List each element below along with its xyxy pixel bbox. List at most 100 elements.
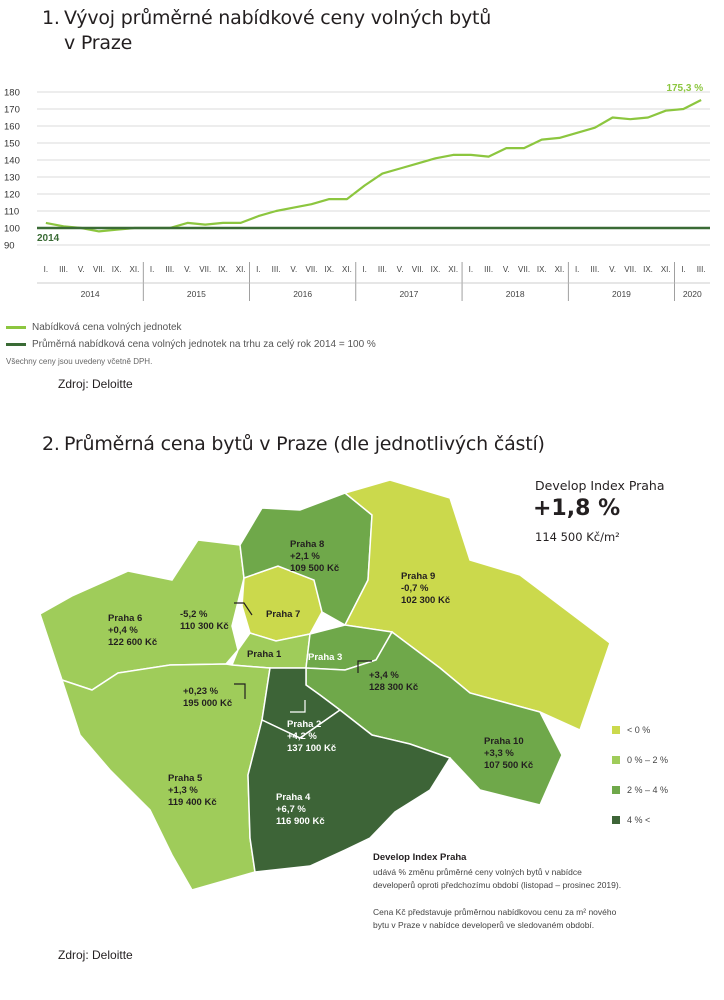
title-line-1: Vývoj průměrné nabídkové ceny volných by… (64, 7, 492, 29)
x-tick-label: VII. (199, 265, 211, 274)
y-tick-label: 120 (4, 190, 20, 201)
legend-item-offer: Nabídková cena volných jednotek (6, 322, 182, 333)
year-label: 2020 (683, 289, 702, 299)
baseline-label: 2014 (37, 233, 60, 244)
x-tick-label: XI. (130, 265, 140, 274)
source-note: Zdroj: Deloitte (58, 377, 133, 391)
legend-swatch (612, 756, 620, 764)
x-tick-label: IX. (112, 265, 122, 274)
year-label: 2014 (81, 289, 100, 299)
x-tick-label: VII. (93, 265, 105, 274)
x-tick-label: V. (290, 265, 297, 274)
callout-change-praha-1: +0,23 % (183, 686, 219, 697)
legend-swatch (6, 326, 26, 329)
index-name: Develop Index Praha (535, 478, 665, 493)
map-legend-item: 4 % < (612, 815, 650, 825)
district-name-praha-3: Praha 3 (308, 652, 342, 663)
callout-mark-praha-1 (234, 683, 246, 699)
x-tick-label: XI. (448, 265, 458, 274)
district-price-praha-8: 109 500 Kč (290, 563, 339, 574)
district-price-praha-9: 102 300 Kč (401, 595, 450, 606)
callout-mark-praha-7 (234, 602, 253, 616)
section-number: 2. (42, 433, 60, 455)
district-name-praha-1: Praha 1 (247, 649, 282, 660)
index-price: 114 500 Kč/m² (535, 530, 620, 544)
callout-price-praha-7: 110 300 Kč (180, 621, 229, 632)
x-tick-label: I. (150, 265, 154, 274)
x-tick-label: III. (590, 265, 599, 274)
x-tick-label: XI. (555, 265, 565, 274)
y-tick-label: 160 (4, 122, 20, 133)
callout-price-praha-1: 195 000 Kč (183, 698, 232, 709)
map-title: 2. Průměrná cena bytů v Praze (dle jednot… (42, 432, 545, 457)
vat-note: Všechny ceny jsou uvedeny včetně DPH. (6, 357, 153, 366)
district-name-praha-6: Praha 6 (108, 613, 142, 624)
callout-change-praha-7: -5,2 % (180, 609, 208, 620)
x-tick-label: V. (184, 265, 191, 274)
x-tick-label: IX. (431, 265, 441, 274)
callout-change-praha-3: +3,4 % (369, 670, 399, 681)
district-change-praha-8: +2,1 % (290, 551, 320, 562)
map-legend-item: 0 % – 2 % (612, 755, 668, 765)
district-praha-5 (60, 663, 271, 890)
x-tick-label: IX. (537, 265, 547, 274)
x-tick-label: V. (78, 265, 85, 274)
x-tick-label: I. (681, 265, 685, 274)
district-name-praha-5: Praha 5 (168, 773, 203, 784)
legend-label: 4 % < (627, 815, 651, 825)
district-price-praha-10: 107 500 Kč (484, 760, 533, 771)
legend-swatch (612, 816, 620, 824)
y-tick-label: 100 (4, 224, 20, 235)
district-name-praha-9: Praha 9 (401, 571, 435, 582)
map-title-text: Průměrná cena bytů v Praze (dle jednotli… (64, 433, 545, 455)
x-tick-label: I. (362, 265, 366, 274)
district-price-praha-5: 119 400 Kč (168, 797, 217, 808)
prague-map: Praha 1 Praha 2+4,2 %137 100 Kč Praha 3 Pra… (39, 479, 611, 890)
x-tick-label: III. (165, 265, 174, 274)
legend-label: Průměrná nabídková cena volných jednotek… (32, 339, 376, 350)
map-source-note: Zdroj: Deloitte (58, 948, 133, 962)
section-number: 1. (42, 7, 60, 29)
year-label: 2015 (187, 289, 206, 299)
x-tick-label: V. (503, 265, 510, 274)
y-tick-label: 150 (4, 139, 20, 150)
x-tick-label: V. (397, 265, 404, 274)
district-change-praha-2: +4,2 % (287, 731, 317, 742)
x-tick-label: I. (469, 265, 473, 274)
y-tick-label: 110 (4, 207, 19, 218)
legend-swatch (612, 726, 620, 734)
index-description-line: developerů oproti předchozímu období (li… (373, 880, 622, 890)
index-description-line: udává % změnu průměrné ceny volných bytů… (373, 867, 582, 877)
legend-label: 2 % – 4 % (627, 785, 669, 795)
series-line-offer (45, 99, 702, 233)
district-price-praha-4: 116 900 Kč (276, 816, 325, 827)
map-legend-item: 2 % – 4 % (612, 785, 668, 795)
year-label: 2019 (612, 289, 631, 299)
y-tick-label: 180 (4, 88, 20, 99)
year-label: 2016 (293, 289, 312, 299)
x-tick-label: III. (484, 265, 493, 274)
callout-price-praha-3: 128 300 Kč (369, 682, 418, 693)
x-tick-label: XI. (236, 265, 246, 274)
legend-label: 0 % – 2 % (627, 755, 669, 765)
district-praha-4 (247, 709, 452, 873)
district-change-praha-9: -0,7 % (401, 583, 429, 594)
district-name-praha-7: Praha 7 (266, 609, 300, 620)
x-tick-label: IX. (324, 265, 334, 274)
callout-mark-praha-3 (357, 660, 372, 673)
end-value-label: 175,3 % (666, 83, 703, 94)
title-line-2: v Praze (64, 32, 133, 54)
district-name-praha-8: Praha 8 (290, 539, 324, 550)
x-tick-label: III. (59, 265, 68, 274)
x-tick-label: I. (256, 265, 260, 274)
district-price-praha-6: 122 600 Kč (108, 637, 157, 648)
x-tick-label: III. (272, 265, 281, 274)
x-tick-label: XI. (661, 265, 671, 274)
x-tick-label: III. (697, 265, 706, 274)
y-tick-label: 170 (4, 105, 20, 116)
x-tick-label: I. (44, 265, 48, 274)
y-tick-label: 90 (4, 241, 15, 252)
map-legend-item: < 0 % (612, 725, 650, 735)
legend-swatch (6, 343, 26, 346)
x-tick-label: V. (609, 265, 616, 274)
